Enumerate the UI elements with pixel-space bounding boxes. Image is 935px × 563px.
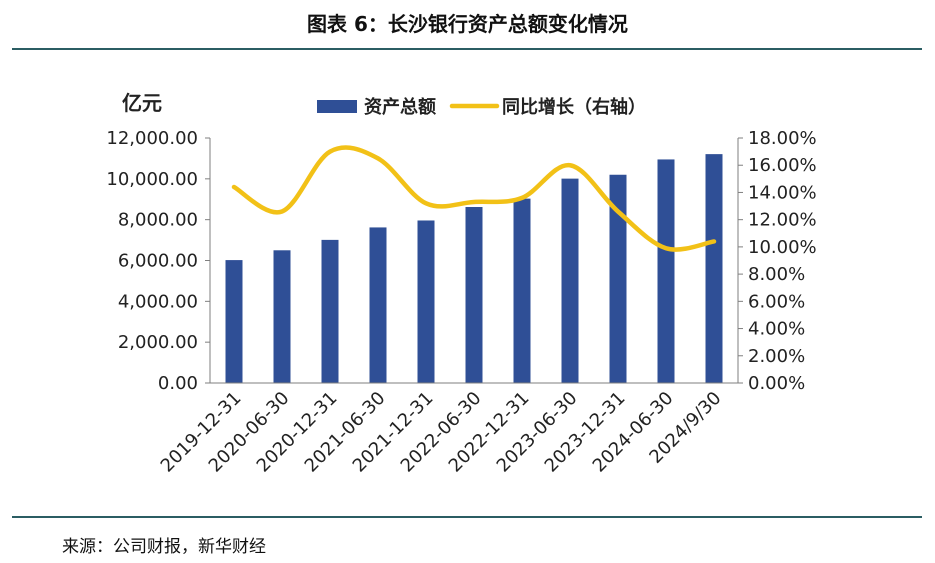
bar	[225, 260, 243, 383]
left-axis: 亿元 0.00 2,000.00 4,000.00 6,000.00 8,000.00 10…	[106, 91, 211, 394]
right-tick-label: 0.00%	[748, 373, 805, 394]
left-tick-label: 8,000.00	[118, 210, 198, 231]
bar	[609, 174, 627, 383]
line-series	[231, 145, 717, 252]
bar	[273, 250, 291, 383]
legend-label-line: 同比增长（右轴）	[502, 96, 646, 118]
right-tick-label: 18.00%	[748, 128, 817, 149]
right-tick-label: 10.00%	[748, 237, 817, 258]
bar	[657, 159, 675, 383]
left-tick-label: 12,000.00	[106, 128, 198, 149]
right-axis: 0.00% 2.00% 4.00% 6.00% 8.00% 10.00% 12.00% 14.…	[737, 128, 817, 394]
bar	[417, 220, 435, 383]
right-tick-label: 16.00%	[748, 155, 817, 176]
bar	[321, 239, 339, 383]
legend-label-bar: 资产总额	[364, 96, 436, 118]
left-tick-label: 4,000.00	[118, 291, 198, 312]
bar	[705, 154, 723, 383]
right-tick-label: 14.00%	[748, 182, 817, 203]
right-tick-label: 8.00%	[748, 264, 805, 285]
left-tick-label: 2,000.00	[118, 332, 198, 353]
left-tick-label: 0.00	[158, 373, 198, 394]
bar	[369, 227, 387, 383]
x-axis: 2019-12-312020-06-302020-12-312021-06-30…	[157, 382, 738, 477]
bar	[513, 198, 531, 383]
bar-series	[225, 154, 723, 383]
right-tick-label: 2.00%	[748, 346, 805, 367]
unit-label: 亿元	[122, 91, 162, 115]
bottom-divider	[12, 516, 922, 518]
left-tick-label: 6,000.00	[118, 251, 198, 272]
growth-line	[231, 145, 717, 252]
chart-title: 图表 6：长沙银行资产总额变化情况	[307, 12, 628, 36]
bar	[561, 178, 579, 383]
legend-swatch-bar	[317, 100, 357, 113]
source-note: 来源：公司财报，新华财经	[62, 537, 266, 557]
right-tick-label: 4.00%	[748, 319, 805, 340]
bar	[465, 207, 483, 383]
right-tick-label: 12.00%	[748, 210, 817, 231]
top-divider	[12, 48, 922, 50]
left-tick-label: 10,000.00	[106, 169, 198, 190]
legend: 资产总额 同比增长（右轴）	[317, 96, 646, 118]
right-tick-label: 6.00%	[748, 291, 805, 312]
